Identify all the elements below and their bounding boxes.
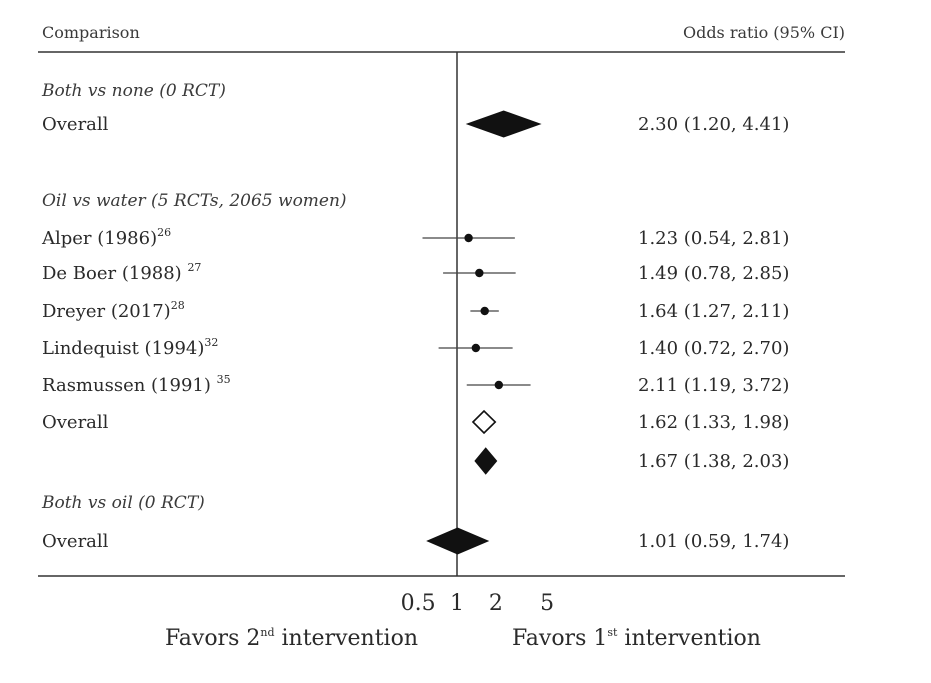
study-label-5: De Boer (1988) 27 xyxy=(42,261,201,284)
pooled-diamond-10 xyxy=(474,447,498,475)
overall-label-12: Overall xyxy=(42,531,109,552)
group-heading-both-vs-oil-0-rct: Both vs oil (0 RCT) xyxy=(41,493,205,513)
chart-rows: Both vs none (0 RCT) Overall 2.30 (1.20, 4… xyxy=(41,81,789,555)
study-label-4: Alper (1986)26 xyxy=(41,226,171,249)
point-estimate-8 xyxy=(494,380,504,390)
study-label-6: Dreyer (2017)28 xyxy=(42,299,185,322)
ci-text-8: 2.11 (1.19, 3.72) xyxy=(638,375,789,396)
favors-left-pre: Favors 2 xyxy=(165,626,260,651)
x-axis-ticks: 0.5 1 2 5 xyxy=(401,591,554,616)
point-estimate-6 xyxy=(480,306,489,316)
ci-text-7: 1.40 (0.72, 2.70) xyxy=(638,338,789,359)
x-tick-label-5: 5 xyxy=(540,591,554,616)
group-heading-both-vs-none-0-rct: Both vs none (0 RCT) xyxy=(41,81,226,101)
ci-text-6: 1.64 (1.27, 2.11) xyxy=(638,301,789,322)
favors-right-pre: Favors 1 xyxy=(512,626,607,651)
pooled-diamond-open-9 xyxy=(471,409,497,435)
point-estimate-5 xyxy=(475,268,484,278)
pooled-diamond-1 xyxy=(465,110,542,138)
pooled-diamond-12 xyxy=(426,527,490,555)
study-label-7: Lindequist (1994)32 xyxy=(42,336,218,359)
overall-label-1: Overall xyxy=(42,114,109,135)
favors-left-post: intervention xyxy=(275,626,418,651)
point-estimate-7 xyxy=(471,343,481,353)
ci-text-10: 1.67 (1.38, 2.03) xyxy=(638,451,789,472)
x-tick-label-1: 1 xyxy=(450,591,464,616)
favors-left-label: Favors 2nd intervention xyxy=(165,626,418,651)
point-estimate-4 xyxy=(464,233,473,243)
ci-text-12: 1.01 (0.59, 1.74) xyxy=(638,531,789,552)
favors-right-sup: st xyxy=(607,626,618,639)
header-comparison: Comparison xyxy=(42,23,140,42)
ci-text-5: 1.49 (0.78, 2.85) xyxy=(638,263,789,284)
ci-text-9: 1.62 (1.33, 1.98) xyxy=(638,412,789,433)
ci-text-4: 1.23 (0.54, 2.81) xyxy=(638,228,789,249)
favors-right-post: intervention xyxy=(617,626,760,651)
x-tick-label-2: 2 xyxy=(489,591,503,616)
overall-label-9: Overall xyxy=(42,412,109,433)
favors-right-label: Favors 1st intervention xyxy=(512,626,761,651)
header-odds-ratio: Odds ratio (95% CI) xyxy=(683,23,845,42)
ci-text-1: 2.30 (1.20, 4.41) xyxy=(638,114,789,135)
study-label-8: Rasmussen (1991) 35 xyxy=(42,373,231,396)
favors-left-sup: nd xyxy=(260,626,274,639)
x-tick-label-0-5: 0.5 xyxy=(401,591,436,616)
group-heading-oil-vs-water-5-rcts-2065-women: Oil vs water (5 RCTs, 2065 women) xyxy=(42,191,347,211)
